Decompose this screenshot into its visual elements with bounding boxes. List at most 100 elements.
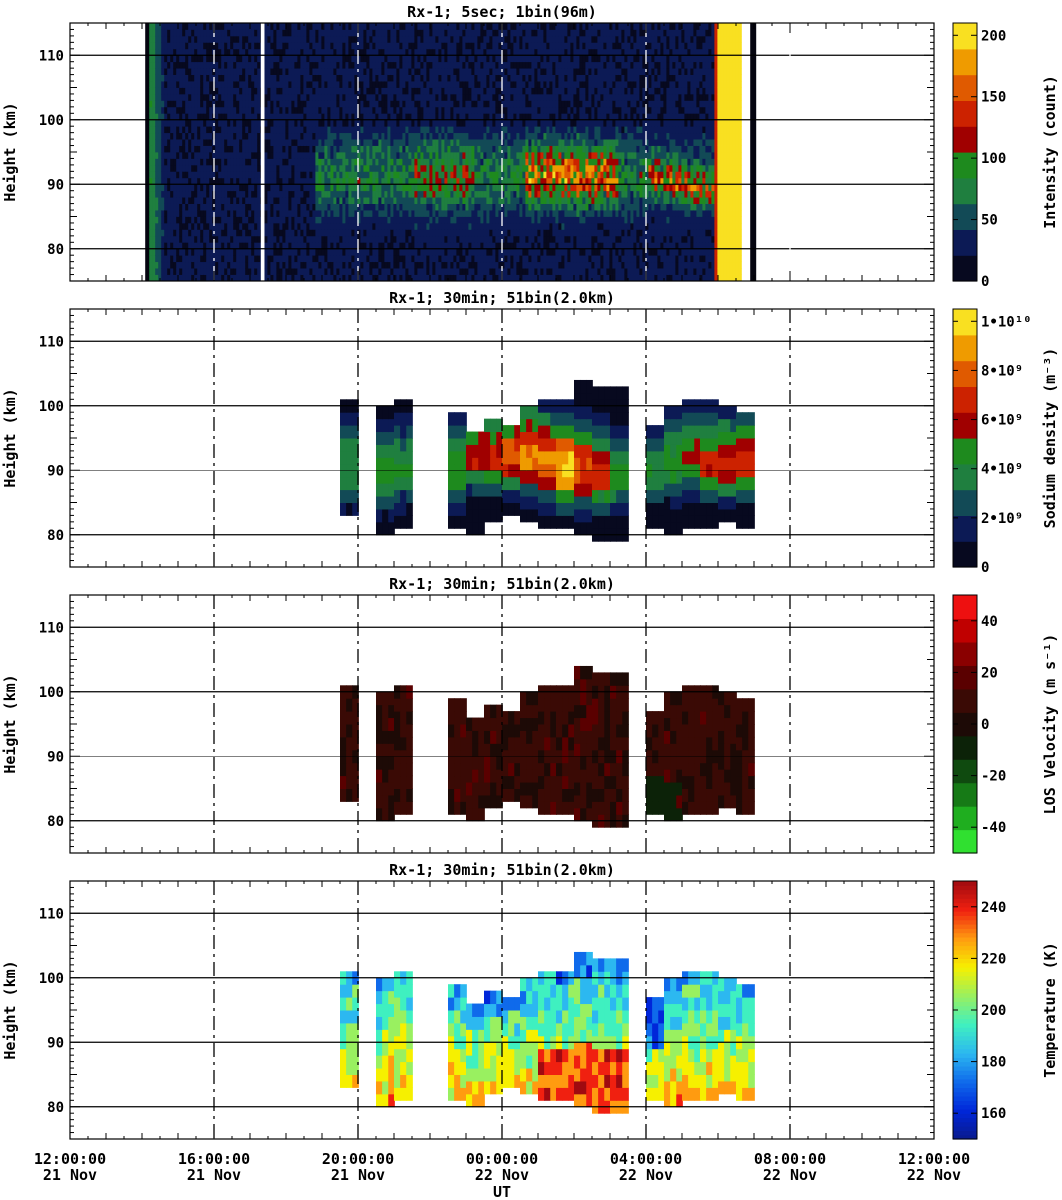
velocity-cell <box>664 704 671 719</box>
colorbar-tick-label: 0 <box>981 717 989 733</box>
temperature-cell <box>502 1074 509 1088</box>
temperature-cell <box>736 1074 743 1088</box>
temperature-cell <box>670 977 677 992</box>
temperature-cell <box>454 1048 461 1063</box>
density-cell <box>610 476 617 491</box>
temperature-cell <box>508 997 515 1011</box>
velocity-cell <box>700 788 707 802</box>
density-cell <box>376 521 383 536</box>
density-cell <box>676 508 683 523</box>
velocity-cell <box>568 762 575 777</box>
density-cell <box>712 412 719 426</box>
density-cell <box>664 457 671 471</box>
colorbar-segment <box>953 992 977 998</box>
velocity-cell <box>730 769 737 783</box>
density-cell <box>580 496 587 510</box>
velocity-cell <box>706 762 713 777</box>
colorbar-segment <box>953 988 977 994</box>
density-cell <box>382 418 389 433</box>
colorbar-segment <box>953 979 977 985</box>
temperature-cell <box>532 1068 539 1082</box>
temperature-cell <box>604 1061 611 1075</box>
velocity-cell <box>700 775 707 789</box>
temperature-cell <box>742 1022 749 1037</box>
density-cell <box>544 425 551 439</box>
density-cell <box>598 489 605 503</box>
velocity-cell <box>514 736 521 751</box>
temperature-cell <box>490 1080 497 1095</box>
colorbar-tick-label: 200 <box>981 28 1006 44</box>
temperature-cell <box>538 984 545 998</box>
velocity-cell <box>388 730 395 744</box>
temperature-cell <box>592 958 599 972</box>
temperature-cell <box>748 1061 755 1075</box>
velocity-cell <box>652 711 659 725</box>
density-cell <box>454 515 461 529</box>
density-cell <box>544 515 551 529</box>
density-cell <box>562 412 569 426</box>
velocity-cell <box>664 794 671 809</box>
temperature-cell <box>520 1016 527 1030</box>
density-cell <box>532 418 539 433</box>
temperature-cell <box>454 1061 461 1075</box>
temperature-cell <box>670 1016 677 1030</box>
temperature-cell <box>376 1003 383 1017</box>
temperature-cell <box>466 1068 473 1082</box>
temperature-cell <box>712 984 719 998</box>
velocity-cell <box>610 698 617 712</box>
density-cell <box>586 508 593 523</box>
colorbar-segment <box>953 100 977 127</box>
velocity-cell <box>526 691 533 706</box>
density-cell <box>454 489 461 503</box>
density-cell <box>406 476 413 491</box>
colorbar-segment <box>953 1027 977 1033</box>
temperature-cell <box>556 1087 563 1101</box>
velocity-cell <box>526 769 533 783</box>
panel-2-ytick-label: 110 <box>39 334 64 350</box>
velocity-cell <box>454 711 461 725</box>
velocity-cell <box>388 717 395 731</box>
temperature-cell <box>592 1010 599 1024</box>
temperature-cell <box>472 1016 479 1030</box>
velocity-cell <box>688 736 695 751</box>
temperature-cell <box>394 1074 401 1088</box>
temperature-cell <box>484 1003 491 1017</box>
temperature-cell <box>544 1087 551 1101</box>
temperature-cell <box>676 1093 683 1108</box>
density-cell <box>502 502 509 516</box>
density-cell <box>394 476 401 491</box>
density-cell <box>730 508 737 523</box>
colorbar-tick-label: 180 <box>981 1055 1006 1071</box>
velocity-cell <box>574 743 581 757</box>
density-cell <box>406 412 413 426</box>
density-cell <box>376 496 383 510</box>
velocity-cell <box>496 743 503 757</box>
temperature-cell <box>706 1061 713 1075</box>
density-cell <box>532 496 539 510</box>
temperature-cell <box>352 1074 359 1088</box>
velocity-cell <box>706 711 713 725</box>
density-cell <box>694 438 701 452</box>
velocity-cell <box>466 807 473 822</box>
temperature-cell <box>556 1022 563 1037</box>
density-cell <box>448 450 455 465</box>
velocity-cell <box>718 743 725 757</box>
velocity-cell <box>616 801 623 815</box>
density-cell <box>712 489 719 503</box>
velocity-cell <box>742 762 749 777</box>
temperature-cell <box>700 1061 707 1075</box>
velocity-cell <box>664 782 671 796</box>
density-cell <box>724 483 731 497</box>
density-cell <box>490 444 497 458</box>
temperature-cell <box>730 1080 737 1095</box>
temperature-cell <box>562 997 569 1011</box>
velocity-cell <box>670 807 677 822</box>
density-cell <box>670 496 677 510</box>
density-cell <box>556 425 563 439</box>
temperature-cell <box>388 1055 395 1069</box>
density-cell <box>724 405 731 420</box>
temperature-cell <box>376 1068 383 1082</box>
temperature-cell <box>598 1022 605 1037</box>
density-cell <box>676 483 683 497</box>
density-cell <box>586 470 593 484</box>
